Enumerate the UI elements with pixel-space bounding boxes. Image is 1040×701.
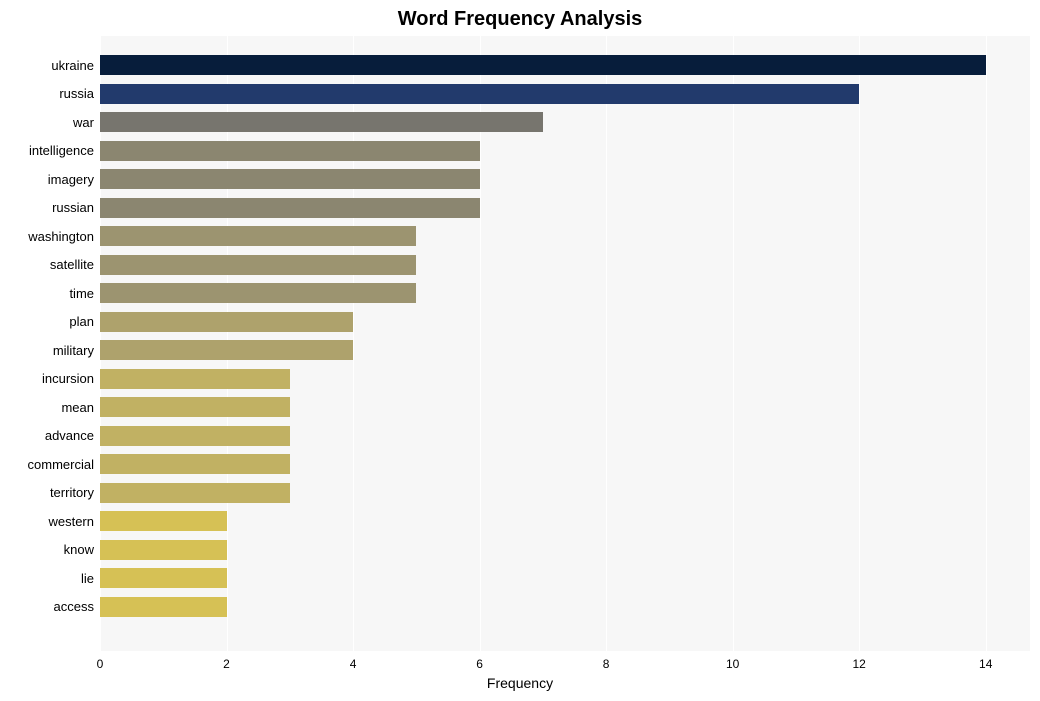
bar [100,55,986,75]
plot-area [100,36,1030,651]
y-tick-label: ukraine [51,58,94,73]
grid-line [859,36,860,651]
bar [100,255,416,275]
bar [100,397,290,417]
bar [100,426,290,446]
y-tick-label: plan [69,314,94,329]
grid-line [733,36,734,651]
bar [100,540,227,560]
x-tick-label: 6 [476,657,483,671]
bar [100,226,416,246]
bar [100,198,480,218]
y-tick-label: territory [50,485,94,500]
chart-title: Word Frequency Analysis [0,8,1040,31]
x-tick-label: 2 [223,657,230,671]
bar [100,84,859,104]
x-tick-label: 8 [603,657,610,671]
x-axis-label: Frequency [0,675,1040,691]
bar [100,169,480,189]
y-tick-label: know [64,542,94,557]
bar [100,511,227,531]
bar [100,312,353,332]
x-tick-label: 4 [350,657,357,671]
y-tick-label: military [53,343,94,358]
bar [100,141,480,161]
y-tick-label: access [54,599,94,614]
y-tick-label: commercial [28,457,94,472]
bar [100,283,416,303]
y-tick-label: advance [45,428,94,443]
bar [100,340,353,360]
y-tick-label: incursion [42,371,94,386]
y-tick-label: russian [52,200,94,215]
y-tick-label: mean [61,400,94,415]
grid-line [986,36,987,651]
y-tick-label: western [48,514,94,529]
bar [100,369,290,389]
x-tick-label: 14 [979,657,992,671]
y-tick-label: time [69,286,94,301]
y-tick-label: war [73,115,94,130]
y-tick-label: russia [59,86,94,101]
bar [100,483,290,503]
x-tick-label: 12 [852,657,865,671]
y-tick-label: imagery [48,172,94,187]
chart-container: Word Frequency Analysis ukraine russia war… [0,0,1040,701]
bar [100,112,543,132]
x-tick-label: 10 [726,657,739,671]
bar [100,568,227,588]
y-tick-label: intelligence [29,143,94,158]
y-tick-label: lie [81,571,94,586]
y-tick-label: washington [28,229,94,244]
grid-line [606,36,607,651]
x-tick-label: 0 [97,657,104,671]
bar [100,597,227,617]
bar [100,454,290,474]
y-tick-label: satellite [50,257,94,272]
